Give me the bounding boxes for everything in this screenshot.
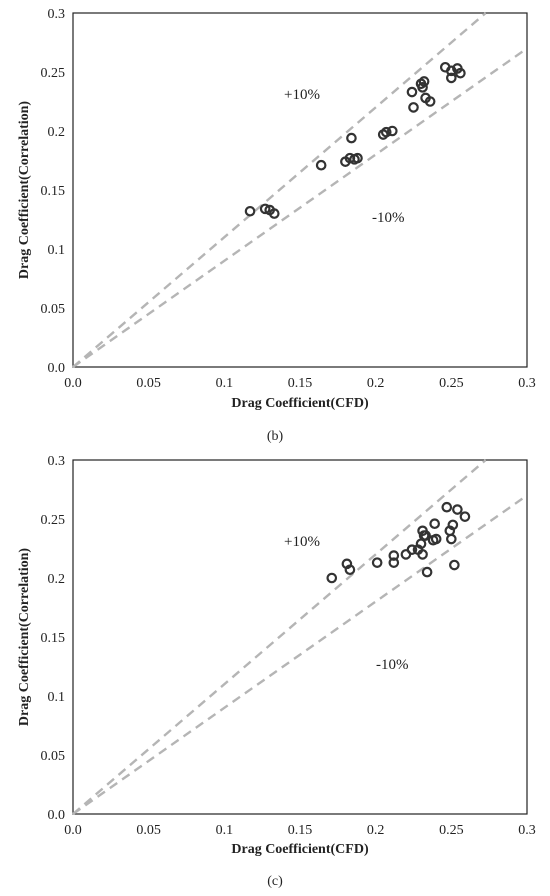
y-tick-labels: 0.0 0.05 0.1 0.15 0.2 0.25 0.3: [41, 454, 66, 823]
x-tick-label: 0.1: [216, 823, 234, 838]
x-tick-label: 0.25: [439, 823, 464, 838]
plus-ten-percent-label: +10%: [284, 87, 320, 103]
y-tick-label: 0.25: [41, 513, 66, 528]
y-tick-labels: 0.0 0.05 0.1 0.15 0.2 0.25 0.3: [41, 7, 66, 376]
x-tick-label: 0.3: [518, 376, 536, 391]
minus-ten-percent-label: -10%: [372, 210, 405, 226]
y-tick-label: 0.0: [48, 361, 66, 376]
x-tick-label: 0.25: [439, 376, 464, 391]
panel-b: 0.0 0.05 0.1 0.15 0.2 0.25 0.3 0.00.050.10.150…: [17, 7, 536, 444]
x-tick-label: 0.1: [216, 376, 234, 391]
plot-frame: [72, 459, 528, 815]
x-tick-label: 0.3: [518, 823, 536, 838]
data-point: [315, 159, 327, 171]
reference-lines: [72, 12, 528, 368]
y-tick-label: 0.05: [41, 302, 66, 317]
x-tick-label: 0.2: [367, 823, 385, 838]
data-point: [417, 549, 428, 560]
panel-c: 0.0 0.05 0.1 0.15 0.2 0.25 0.3 0.00.050.10.150…: [17, 454, 536, 889]
data-point: [459, 511, 471, 522]
data-point: [388, 550, 400, 561]
y-tick-label: 0.2: [48, 572, 66, 587]
panel-label: (c): [267, 874, 283, 889]
data-point: [420, 530, 431, 541]
y-tick-label: 0.3: [48, 454, 66, 469]
reference-lines: [72, 459, 528, 815]
data-point: [406, 86, 418, 98]
data-point: [371, 557, 383, 568]
data-point: [446, 533, 457, 545]
minus-ten-percent-line: [72, 494, 528, 815]
data-point: [326, 572, 338, 584]
data-point: [259, 203, 271, 215]
data-point: [418, 76, 430, 87]
y-tick-label: 0.25: [41, 66, 66, 81]
data-point: [352, 152, 363, 164]
x-tick-labels: 0.0 0.05 0.1 0.15 0.2 0.25 0.3: [64, 823, 536, 838]
y-tick-label: 0.0: [48, 808, 66, 823]
data-point: [455, 67, 466, 79]
x-axis-label: Drag Coefficient(CFD): [231, 396, 369, 411]
x-tick-label: 0.0: [64, 376, 82, 391]
data-point: [424, 96, 436, 107]
x-tick-label: 0.0: [64, 823, 82, 838]
data-point: [268, 208, 280, 219]
data-point: [421, 566, 433, 578]
y-tick-label: 0.15: [41, 631, 66, 646]
minus-ten-percent-label: -10%: [376, 657, 409, 673]
data-point: [446, 72, 457, 84]
data-point: [408, 102, 419, 113]
y-tick-label: 0.2: [48, 125, 66, 140]
data-point: [452, 504, 463, 515]
y-axis-label: Drag Coefficient(Correlation): [17, 101, 32, 280]
y-axis-label: Drag Coefficient(Correlation): [17, 548, 32, 727]
data-point: [244, 205, 256, 217]
data-point: [380, 126, 392, 138]
data-point: [446, 65, 457, 77]
data-point: [429, 518, 440, 530]
data-point: [447, 519, 459, 531]
data-point: [406, 544, 418, 555]
y-tick-label: 0.15: [41, 184, 66, 199]
y-tick-label: 0.05: [41, 749, 66, 764]
data-point: [417, 82, 428, 93]
data-points: [244, 61, 466, 219]
x-tick-label: 0.15: [288, 376, 313, 391]
plus-ten-percent-line: [72, 12, 487, 368]
plus-ten-percent-line: [72, 459, 487, 815]
y-tick-label: 0.1: [48, 690, 66, 705]
data-point: [346, 132, 357, 144]
x-tick-label: 0.05: [136, 376, 161, 391]
y-tick-label: 0.3: [48, 7, 66, 22]
x-tick-labels: 0.0 0.05 0.1 0.15 0.2 0.25 0.3: [64, 376, 536, 391]
x-tick-label: 0.15: [288, 823, 313, 838]
x-tick-label: 0.05: [136, 823, 161, 838]
data-point: [388, 557, 400, 568]
data-point: [441, 501, 453, 513]
data-point: [430, 533, 442, 545]
panel-label: (b): [267, 429, 284, 444]
y-tick-label: 0.1: [48, 243, 66, 258]
minus-ten-percent-line: [72, 47, 528, 368]
data-point: [387, 125, 398, 137]
x-axis-label: Drag Coefficient(CFD): [231, 842, 369, 857]
plus-ten-percent-label: +10%: [284, 534, 320, 550]
data-points: [326, 501, 471, 584]
data-point: [449, 559, 460, 571]
plot-frame: [72, 12, 528, 368]
data-point: [344, 564, 356, 576]
x-tick-label: 0.2: [367, 376, 385, 391]
